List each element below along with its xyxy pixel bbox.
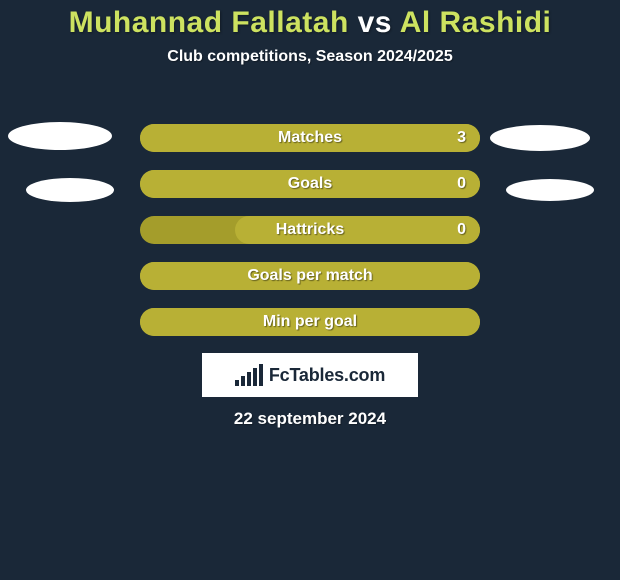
comparison-canvas: Muhannad Fallatah vs Al Rashidi Club com…	[0, 0, 620, 580]
stat-bar: Goals0	[140, 170, 480, 198]
title-player2: Al Rashidi	[400, 6, 552, 39]
date-label: 22 september 2024	[0, 409, 620, 429]
stat-bar-label: Hattricks	[140, 221, 480, 239]
stat-bar: Goals per match	[140, 262, 480, 290]
title-player1: Muhannad Fallatah	[69, 6, 349, 39]
title-vs: vs	[349, 6, 400, 39]
stat-bar-value: 0	[457, 175, 466, 193]
decorative-oval	[506, 179, 594, 201]
stat-bar-label: Matches	[140, 129, 480, 147]
logo-box: FcTables.com	[202, 353, 418, 397]
stat-bar-label: Goals	[140, 175, 480, 193]
stat-bar-value: 0	[457, 221, 466, 239]
stat-bar: Matches3	[140, 124, 480, 152]
decorative-oval	[26, 178, 114, 202]
decorative-oval	[8, 122, 112, 150]
stat-bar-value: 3	[457, 129, 466, 147]
stat-bar-label: Goals per match	[140, 267, 480, 285]
logo-text: FcTables.com	[269, 365, 385, 386]
logo-bars-icon	[235, 364, 263, 386]
stat-bar-label: Min per goal	[140, 313, 480, 331]
subtitle: Club competitions, Season 2024/2025	[0, 48, 620, 66]
stat-bar: Min per goal	[140, 308, 480, 336]
stat-bar: Hattricks0	[140, 216, 480, 244]
stat-bars: Matches3Goals0Hattricks0Goals per matchM…	[140, 124, 480, 354]
decorative-oval	[490, 125, 590, 151]
page-title: Muhannad Fallatah vs Al Rashidi	[0, 0, 620, 40]
